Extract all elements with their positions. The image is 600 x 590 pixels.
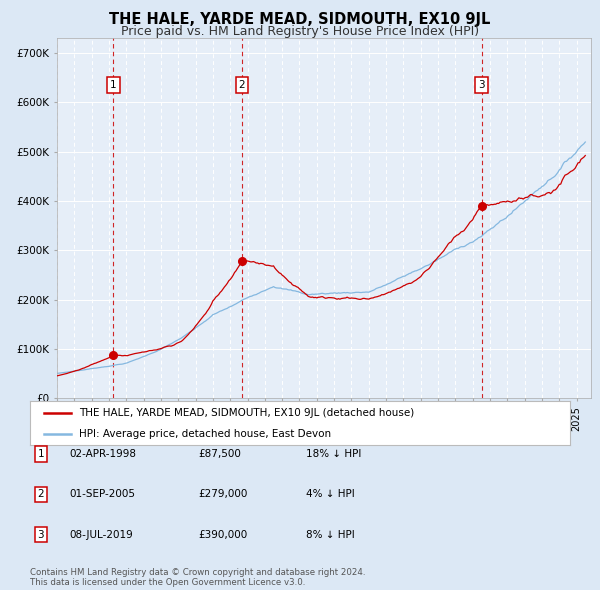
Text: 08-JUL-2019: 08-JUL-2019 xyxy=(69,530,133,539)
Text: 4% ↓ HPI: 4% ↓ HPI xyxy=(306,490,355,499)
Text: THE HALE, YARDE MEAD, SIDMOUTH, EX10 9JL (detached house): THE HALE, YARDE MEAD, SIDMOUTH, EX10 9JL… xyxy=(79,408,414,418)
Text: £87,500: £87,500 xyxy=(198,450,241,459)
Text: £279,000: £279,000 xyxy=(198,490,247,499)
Text: HPI: Average price, detached house, East Devon: HPI: Average price, detached house, East… xyxy=(79,428,331,438)
Text: 3: 3 xyxy=(478,80,485,90)
Text: THE HALE, YARDE MEAD, SIDMOUTH, EX10 9JL: THE HALE, YARDE MEAD, SIDMOUTH, EX10 9JL xyxy=(109,12,491,27)
Text: 01-SEP-2005: 01-SEP-2005 xyxy=(69,490,135,499)
Text: 2: 2 xyxy=(239,80,245,90)
Text: 1: 1 xyxy=(110,80,116,90)
Text: Contains HM Land Registry data © Crown copyright and database right 2024.
This d: Contains HM Land Registry data © Crown c… xyxy=(30,568,365,587)
Text: 2: 2 xyxy=(37,490,44,499)
Text: 18% ↓ HPI: 18% ↓ HPI xyxy=(306,450,361,459)
Text: 3: 3 xyxy=(37,530,44,539)
Text: 02-APR-1998: 02-APR-1998 xyxy=(69,450,136,459)
Text: 1: 1 xyxy=(37,450,44,459)
Text: 8% ↓ HPI: 8% ↓ HPI xyxy=(306,530,355,539)
Text: Price paid vs. HM Land Registry's House Price Index (HPI): Price paid vs. HM Land Registry's House … xyxy=(121,25,479,38)
Text: £390,000: £390,000 xyxy=(198,530,247,539)
